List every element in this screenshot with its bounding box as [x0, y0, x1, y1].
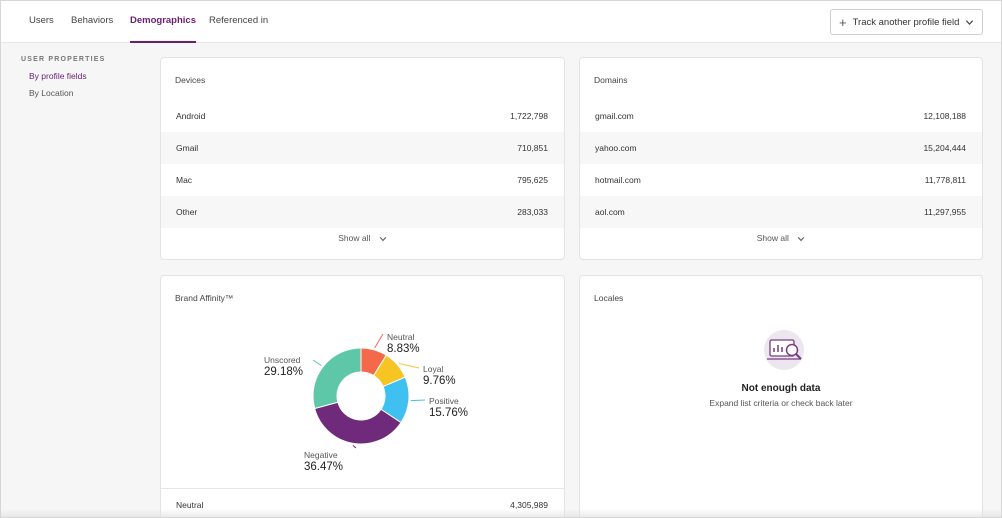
row-name: Android: [176, 111, 206, 121]
table-row: Mac 795,625: [161, 164, 564, 196]
slice-pct-neutral: 8.83%: [387, 343, 420, 355]
row-value: 11,297,955: [924, 207, 966, 217]
brand-affinity-card: Brand Affinity™ Neutral 8.83% Loyal 9.76…: [160, 275, 565, 517]
slice-pct-loyal: 9.76%: [423, 375, 456, 387]
brand-affinity-donut-chart: [312, 333, 426, 449]
leader-line-neutral: [374, 333, 384, 349]
table-row: hotmail.com 11,778,811: [580, 164, 982, 196]
top-tab-bar: Users Behaviors Demographics Referenced …: [1, 1, 1001, 43]
row-name: Other: [176, 207, 198, 217]
row-name: aol.com: [595, 207, 625, 217]
tab-referenced-in[interactable]: Referenced in: [209, 15, 269, 26]
leader-line-loyal: [398, 362, 420, 369]
row-value: 15,204,444: [923, 143, 966, 153]
track-profile-field-label: Track another profile field: [852, 16, 960, 28]
table-row: Other 283,033: [161, 196, 564, 228]
row-value: 12,108,188: [923, 111, 966, 121]
chevron-down-icon: [798, 236, 805, 241]
plus-icon: +: [839, 14, 847, 30]
donut-slice-negative[interactable]: [314, 401, 402, 445]
slice-pct-negative: 36.47%: [304, 461, 344, 473]
slice-label-positive: Positive: [429, 396, 459, 406]
slice-label-unscored: Unscored: [264, 355, 301, 365]
show-all-label: Show all: [338, 233, 371, 243]
table-row: Neutral 4,305,989: [161, 489, 564, 517]
tab-demographics[interactable]: Demographics: [130, 1, 196, 43]
devices-card: Devices Android 1,722,798 Gmail 710,851 …: [160, 57, 565, 260]
domains-show-all-button[interactable]: Show all: [580, 233, 982, 243]
empty-state-title: Not enough data: [741, 383, 821, 394]
row-value: 11,778,811: [924, 175, 966, 185]
nav-item-by-profile-fields[interactable]: By profile fields: [29, 71, 87, 81]
donut-slice-unscored[interactable]: [312, 347, 362, 410]
nav-heading: USER PROPERTIES: [21, 56, 106, 63]
track-profile-field-button[interactable]: + Track another profile field: [830, 9, 983, 35]
slice-pct-positive: 15.76%: [429, 407, 469, 419]
empty-chart-magnifier-icon: [764, 330, 804, 370]
row-value: 4,305,989: [510, 500, 548, 510]
row-name: hotmail.com: [595, 175, 641, 185]
slice-label-negative: Negative: [304, 450, 338, 460]
table-row: aol.com 11,297,955: [580, 196, 982, 228]
slice-pct-unscored: 29.18%: [264, 366, 304, 378]
row-name: yahoo.com: [595, 143, 637, 153]
slice-label-loyal: Loyal: [423, 364, 444, 374]
leader-line-negative: [352, 444, 357, 449]
row-name: Gmail: [176, 143, 199, 153]
devices-show-all-button[interactable]: Show all: [161, 233, 564, 243]
nav-item-by-location[interactable]: By Location: [29, 88, 74, 98]
table-row: yahoo.com 15,204,444: [580, 132, 982, 164]
row-name: Mac: [176, 175, 193, 185]
tab-behaviors[interactable]: Behaviors: [71, 15, 114, 26]
locales-card: Locales Not enough data Expand list crit…: [579, 275, 983, 517]
devices-title: Devices: [175, 75, 206, 85]
locales-title: Locales: [594, 293, 624, 303]
table-row: Android 1,722,798: [161, 100, 564, 132]
show-all-label: Show all: [756, 233, 789, 243]
slice-label-neutral: Neutral: [387, 332, 415, 342]
chevron-down-icon: [379, 236, 386, 241]
row-name: Neutral: [176, 500, 204, 510]
row-value: 1,722,798: [510, 111, 548, 121]
table-row: gmail.com 12,108,188: [580, 100, 982, 132]
leader-line-positive: [410, 399, 426, 402]
brand-affinity-title: Brand Affinity™: [175, 293, 234, 303]
domains-title: Domains: [594, 75, 628, 85]
tab-users[interactable]: Users: [29, 15, 54, 26]
domains-card: Domains gmail.com 12,108,188 yahoo.com 1…: [579, 57, 983, 260]
table-row: Gmail 710,851: [161, 132, 564, 164]
row-value: 283,033: [517, 207, 548, 217]
leader-line-unscored: [312, 359, 322, 366]
empty-state-subtitle: Expand list criteria or check back later: [709, 398, 853, 408]
row-name: gmail.com: [595, 111, 634, 121]
row-value: 710,851: [517, 143, 548, 153]
row-value: 795,625: [517, 175, 548, 185]
bottom-fade: [1, 509, 1001, 517]
chevron-down-icon: [965, 20, 974, 25]
